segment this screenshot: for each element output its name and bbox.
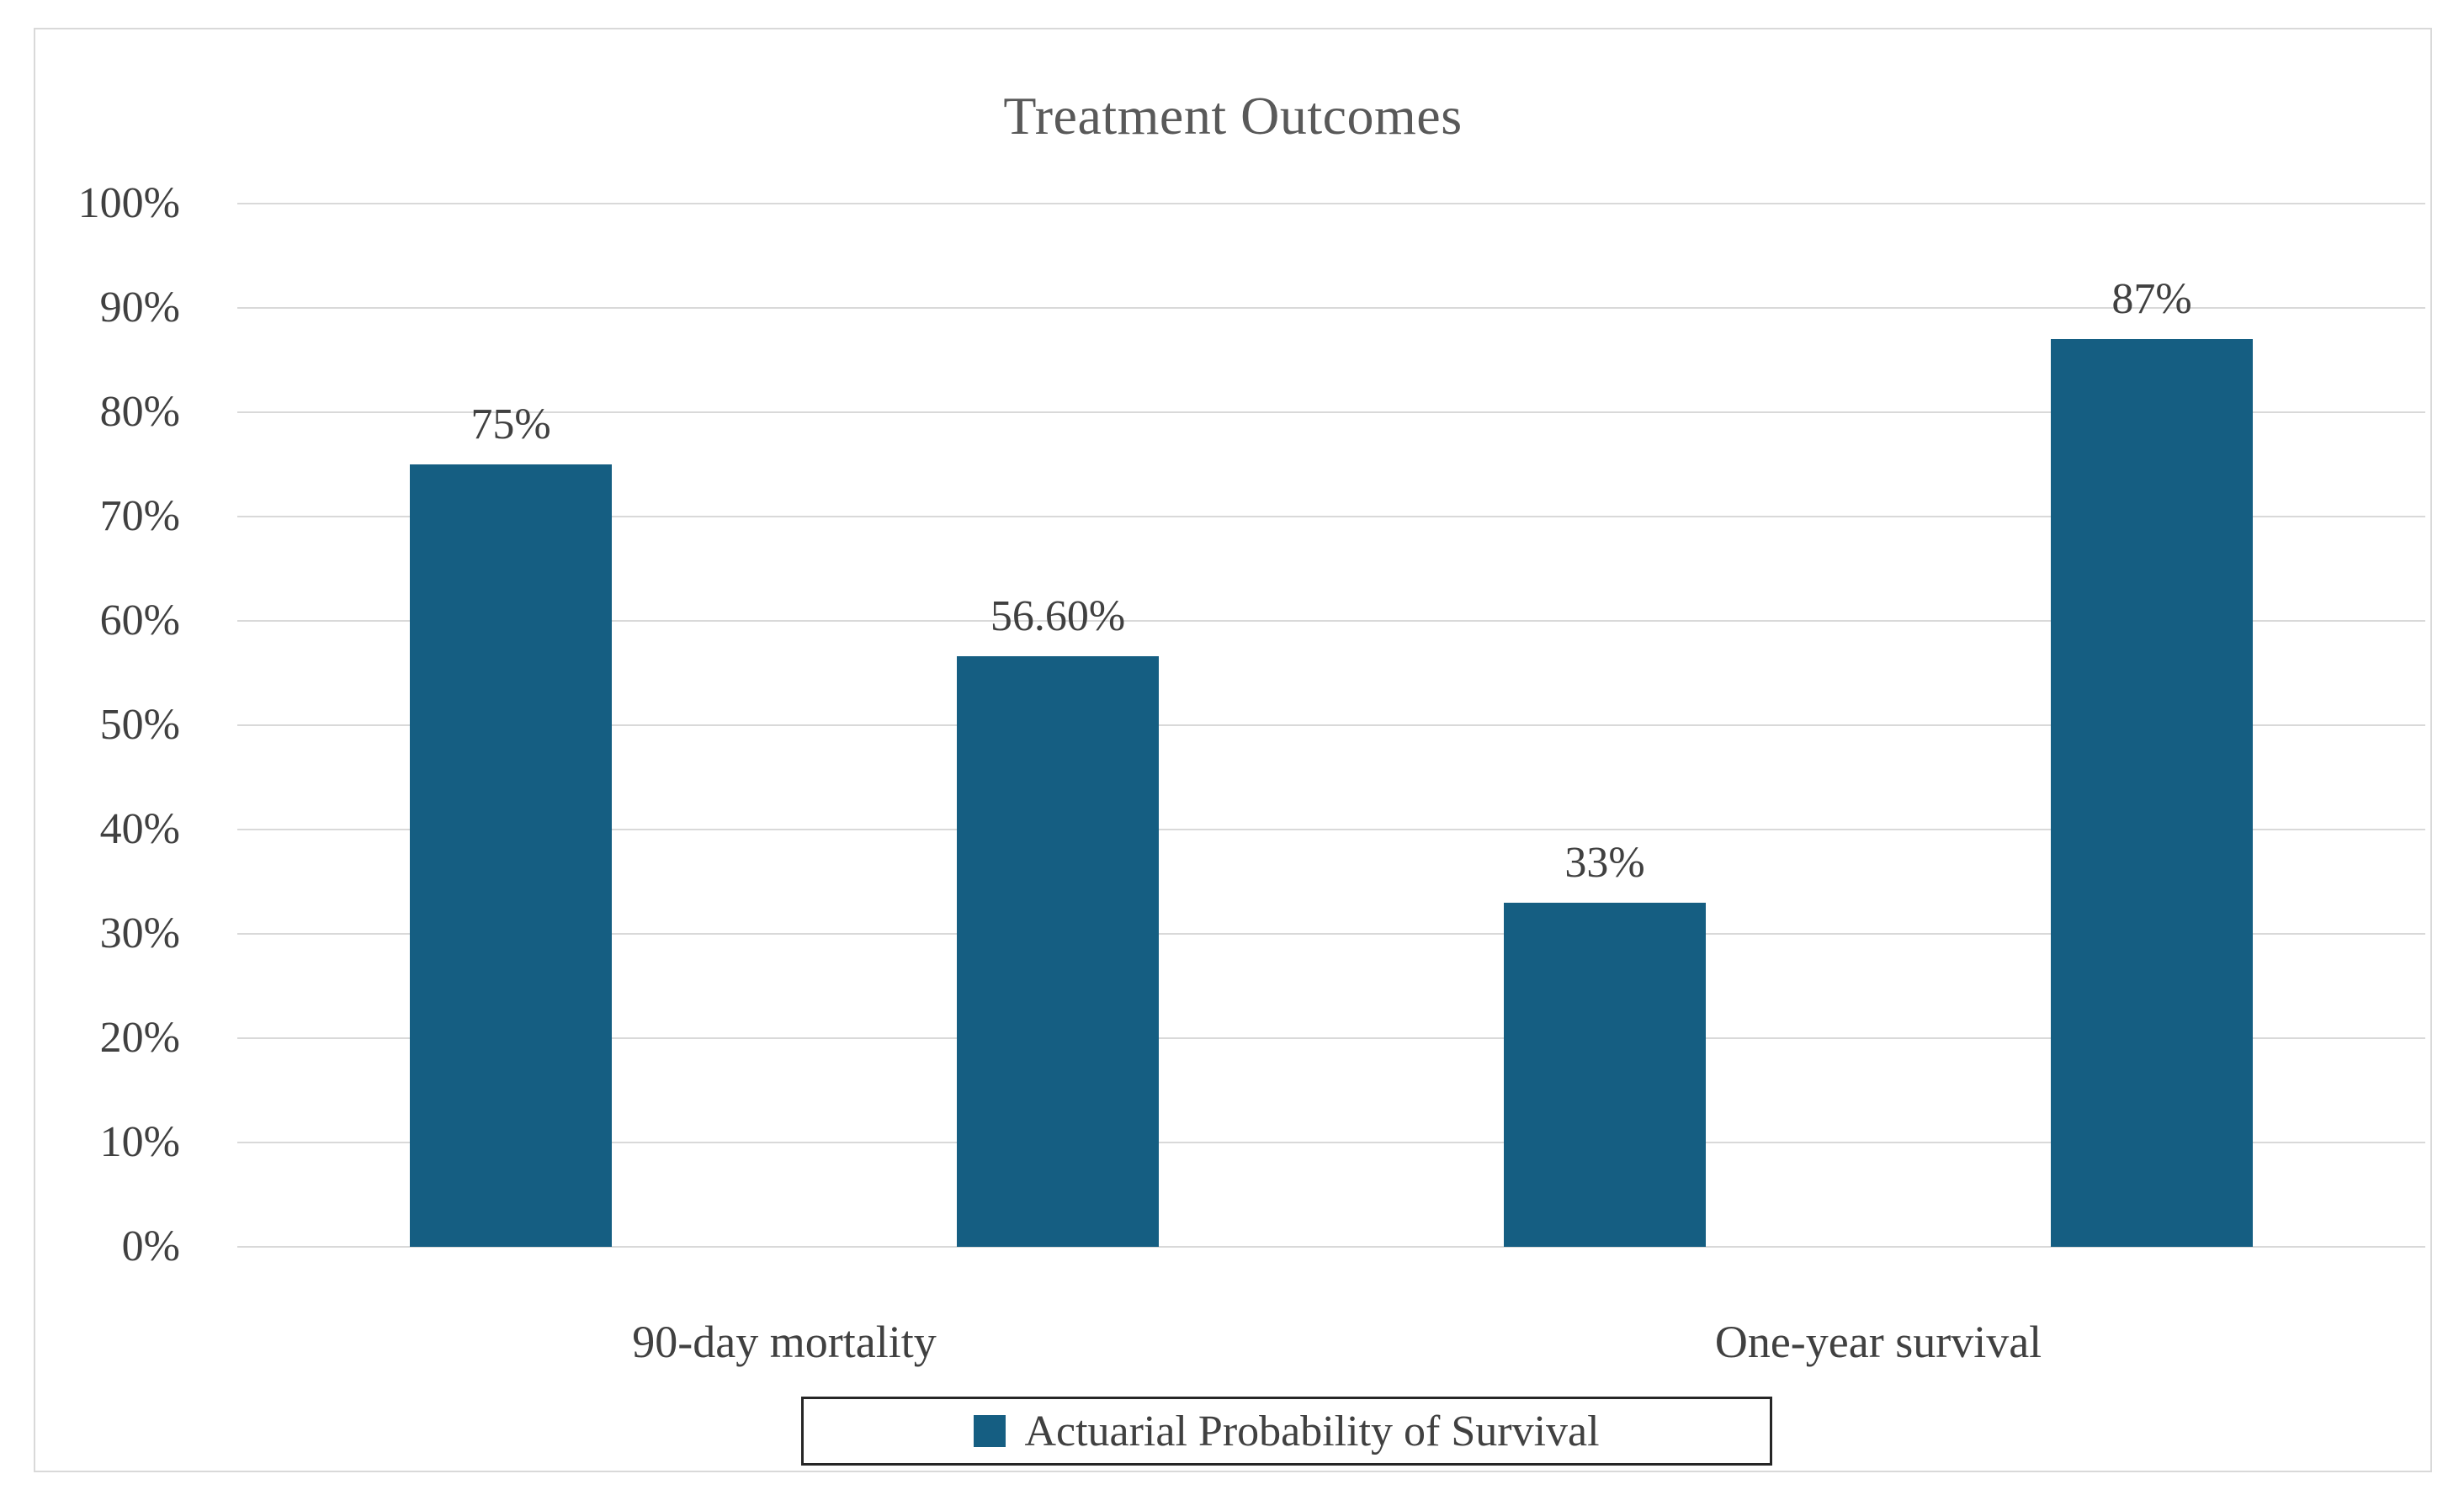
gridline bbox=[237, 307, 2425, 309]
gridline bbox=[237, 516, 2425, 517]
x-axis-label-90-day-mortality: 90-day mortality bbox=[632, 1317, 937, 1367]
y-axis-tick-label: 30% bbox=[99, 909, 180, 957]
gridline bbox=[237, 829, 2425, 830]
gridline bbox=[237, 1037, 2425, 1039]
bar-90-day-mortality-1 bbox=[957, 656, 1159, 1247]
y-axis-tick-label: 90% bbox=[99, 284, 180, 331]
bar-data-label: 87% bbox=[2111, 275, 2192, 324]
chart-title: Treatment Outcomes bbox=[1003, 86, 1463, 146]
gridline bbox=[237, 1246, 2425, 1248]
bar-one-year-survival-2 bbox=[1504, 902, 1706, 1247]
y-axis-tick-label: 80% bbox=[99, 388, 180, 436]
y-axis-tick-label: 100% bbox=[77, 179, 180, 227]
legend-label: Actuarial Probability of Survival bbox=[1024, 1407, 1600, 1455]
y-axis-tick-label: 40% bbox=[99, 805, 180, 853]
y-axis-tick-label: 10% bbox=[99, 1118, 180, 1166]
x-axis-label-one-year-survival: One-year survival bbox=[1714, 1317, 2042, 1367]
gridline bbox=[237, 203, 2425, 204]
bar-data-label: 56.60% bbox=[990, 592, 1126, 641]
gridline bbox=[237, 1142, 2425, 1143]
y-axis-tick-label: 60% bbox=[99, 596, 180, 644]
y-axis-tick-label: 50% bbox=[99, 701, 180, 749]
bar-90-day-mortality-0 bbox=[410, 464, 612, 1247]
gridline bbox=[237, 411, 2425, 413]
bar-data-label: 75% bbox=[470, 400, 551, 448]
gridline bbox=[237, 620, 2425, 622]
y-axis-tick-label: 70% bbox=[99, 492, 180, 540]
plot-area: 0% 10% 20% 30% 40% 50% 60% 70% 80% 90% 100% 75% 56.6… bbox=[78, 179, 2425, 1270]
legend-swatch-icon bbox=[974, 1415, 1006, 1447]
bar-one-year-survival-3 bbox=[2051, 339, 2253, 1247]
legend: Actuarial Probability of Survival bbox=[801, 1397, 1772, 1466]
y-axis-tick-label: 20% bbox=[99, 1014, 180, 1062]
gridline bbox=[237, 724, 2425, 726]
y-axis-tick-label: 0% bbox=[121, 1222, 180, 1270]
gridline bbox=[237, 933, 2425, 935]
bar-data-label: 33% bbox=[1564, 838, 1645, 887]
chart-frame: Treatment Outcomes 0% 10% 20% 30% 40% 50% 60% 7… bbox=[34, 28, 2432, 1472]
